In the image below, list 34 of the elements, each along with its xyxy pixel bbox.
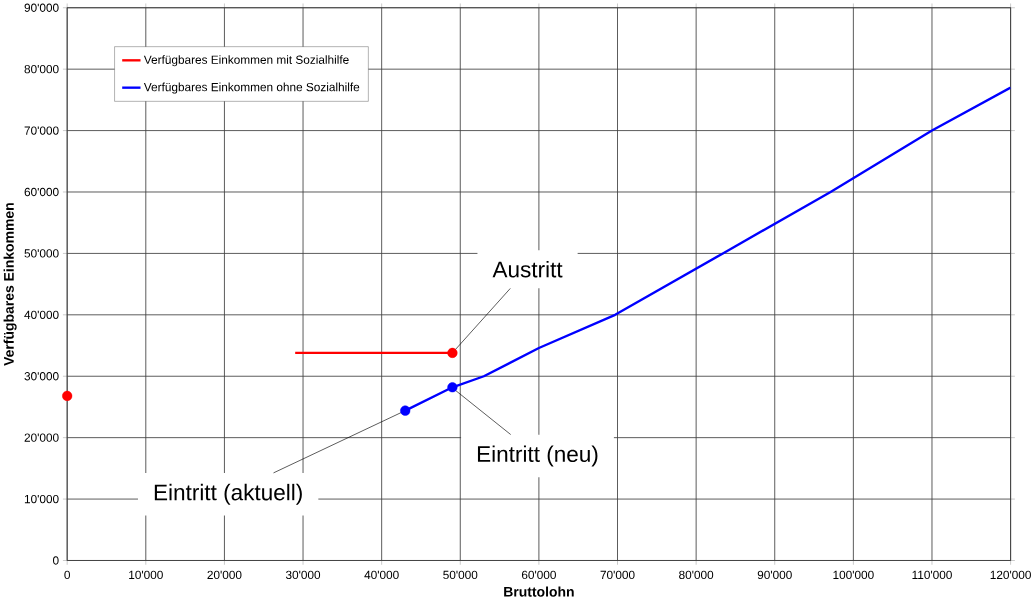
- y-tick-label: 0: [52, 556, 59, 565]
- x-tick-label: 20'000: [207, 570, 242, 579]
- point: [447, 347, 458, 358]
- point: [400, 405, 411, 416]
- x-tick-label: 40'000: [364, 570, 399, 579]
- legend-label: Verfügbares Einkommen mit Sozialhilfe: [143, 55, 349, 67]
- y-axis-title: Verfügbares Einkommen: [3, 203, 17, 366]
- x-tick-label: 110'000: [912, 570, 952, 579]
- y-tick-label: 50'000: [24, 249, 59, 258]
- y-tick-label: 20'000: [24, 433, 59, 442]
- annotation: Austritt: [492, 260, 563, 278]
- x-axis-title: Bruttolohn: [504, 586, 574, 597]
- y-tick-label: 70'000: [24, 126, 59, 135]
- x-tick-label: 60'000: [521, 570, 556, 579]
- annotation: Eintritt (aktuell): [154, 483, 302, 505]
- y-tick-label: 40'000: [24, 310, 59, 319]
- x-tick-label: 0: [64, 570, 70, 579]
- annotation: Eintritt (neu): [477, 445, 598, 467]
- x-tick-label: 120'000: [990, 570, 1031, 579]
- y-tick-label: 10'000: [24, 494, 59, 504]
- x-tick-label: 10'000: [129, 570, 163, 579]
- legend-label: Verfügbares Einkommen ohne Sozialhilfe: [143, 82, 360, 94]
- x-tick-label: 50'000: [443, 570, 478, 579]
- y-tick-label: 60'000: [24, 187, 59, 197]
- y-tick-label: 80'000: [24, 64, 59, 74]
- x-tick-label: 70'000: [600, 570, 635, 579]
- x-tick-label: 100'000: [833, 570, 874, 579]
- point: [62, 390, 73, 401]
- y-tick-label: 30'000: [24, 371, 59, 381]
- y-tick-label: 90'000: [24, 3, 59, 12]
- x-tick-label: 90'000: [757, 570, 792, 579]
- x-tick-label: 30'000: [285, 570, 321, 579]
- point: [447, 382, 458, 393]
- x-tick-label: 80'000: [679, 570, 714, 579]
